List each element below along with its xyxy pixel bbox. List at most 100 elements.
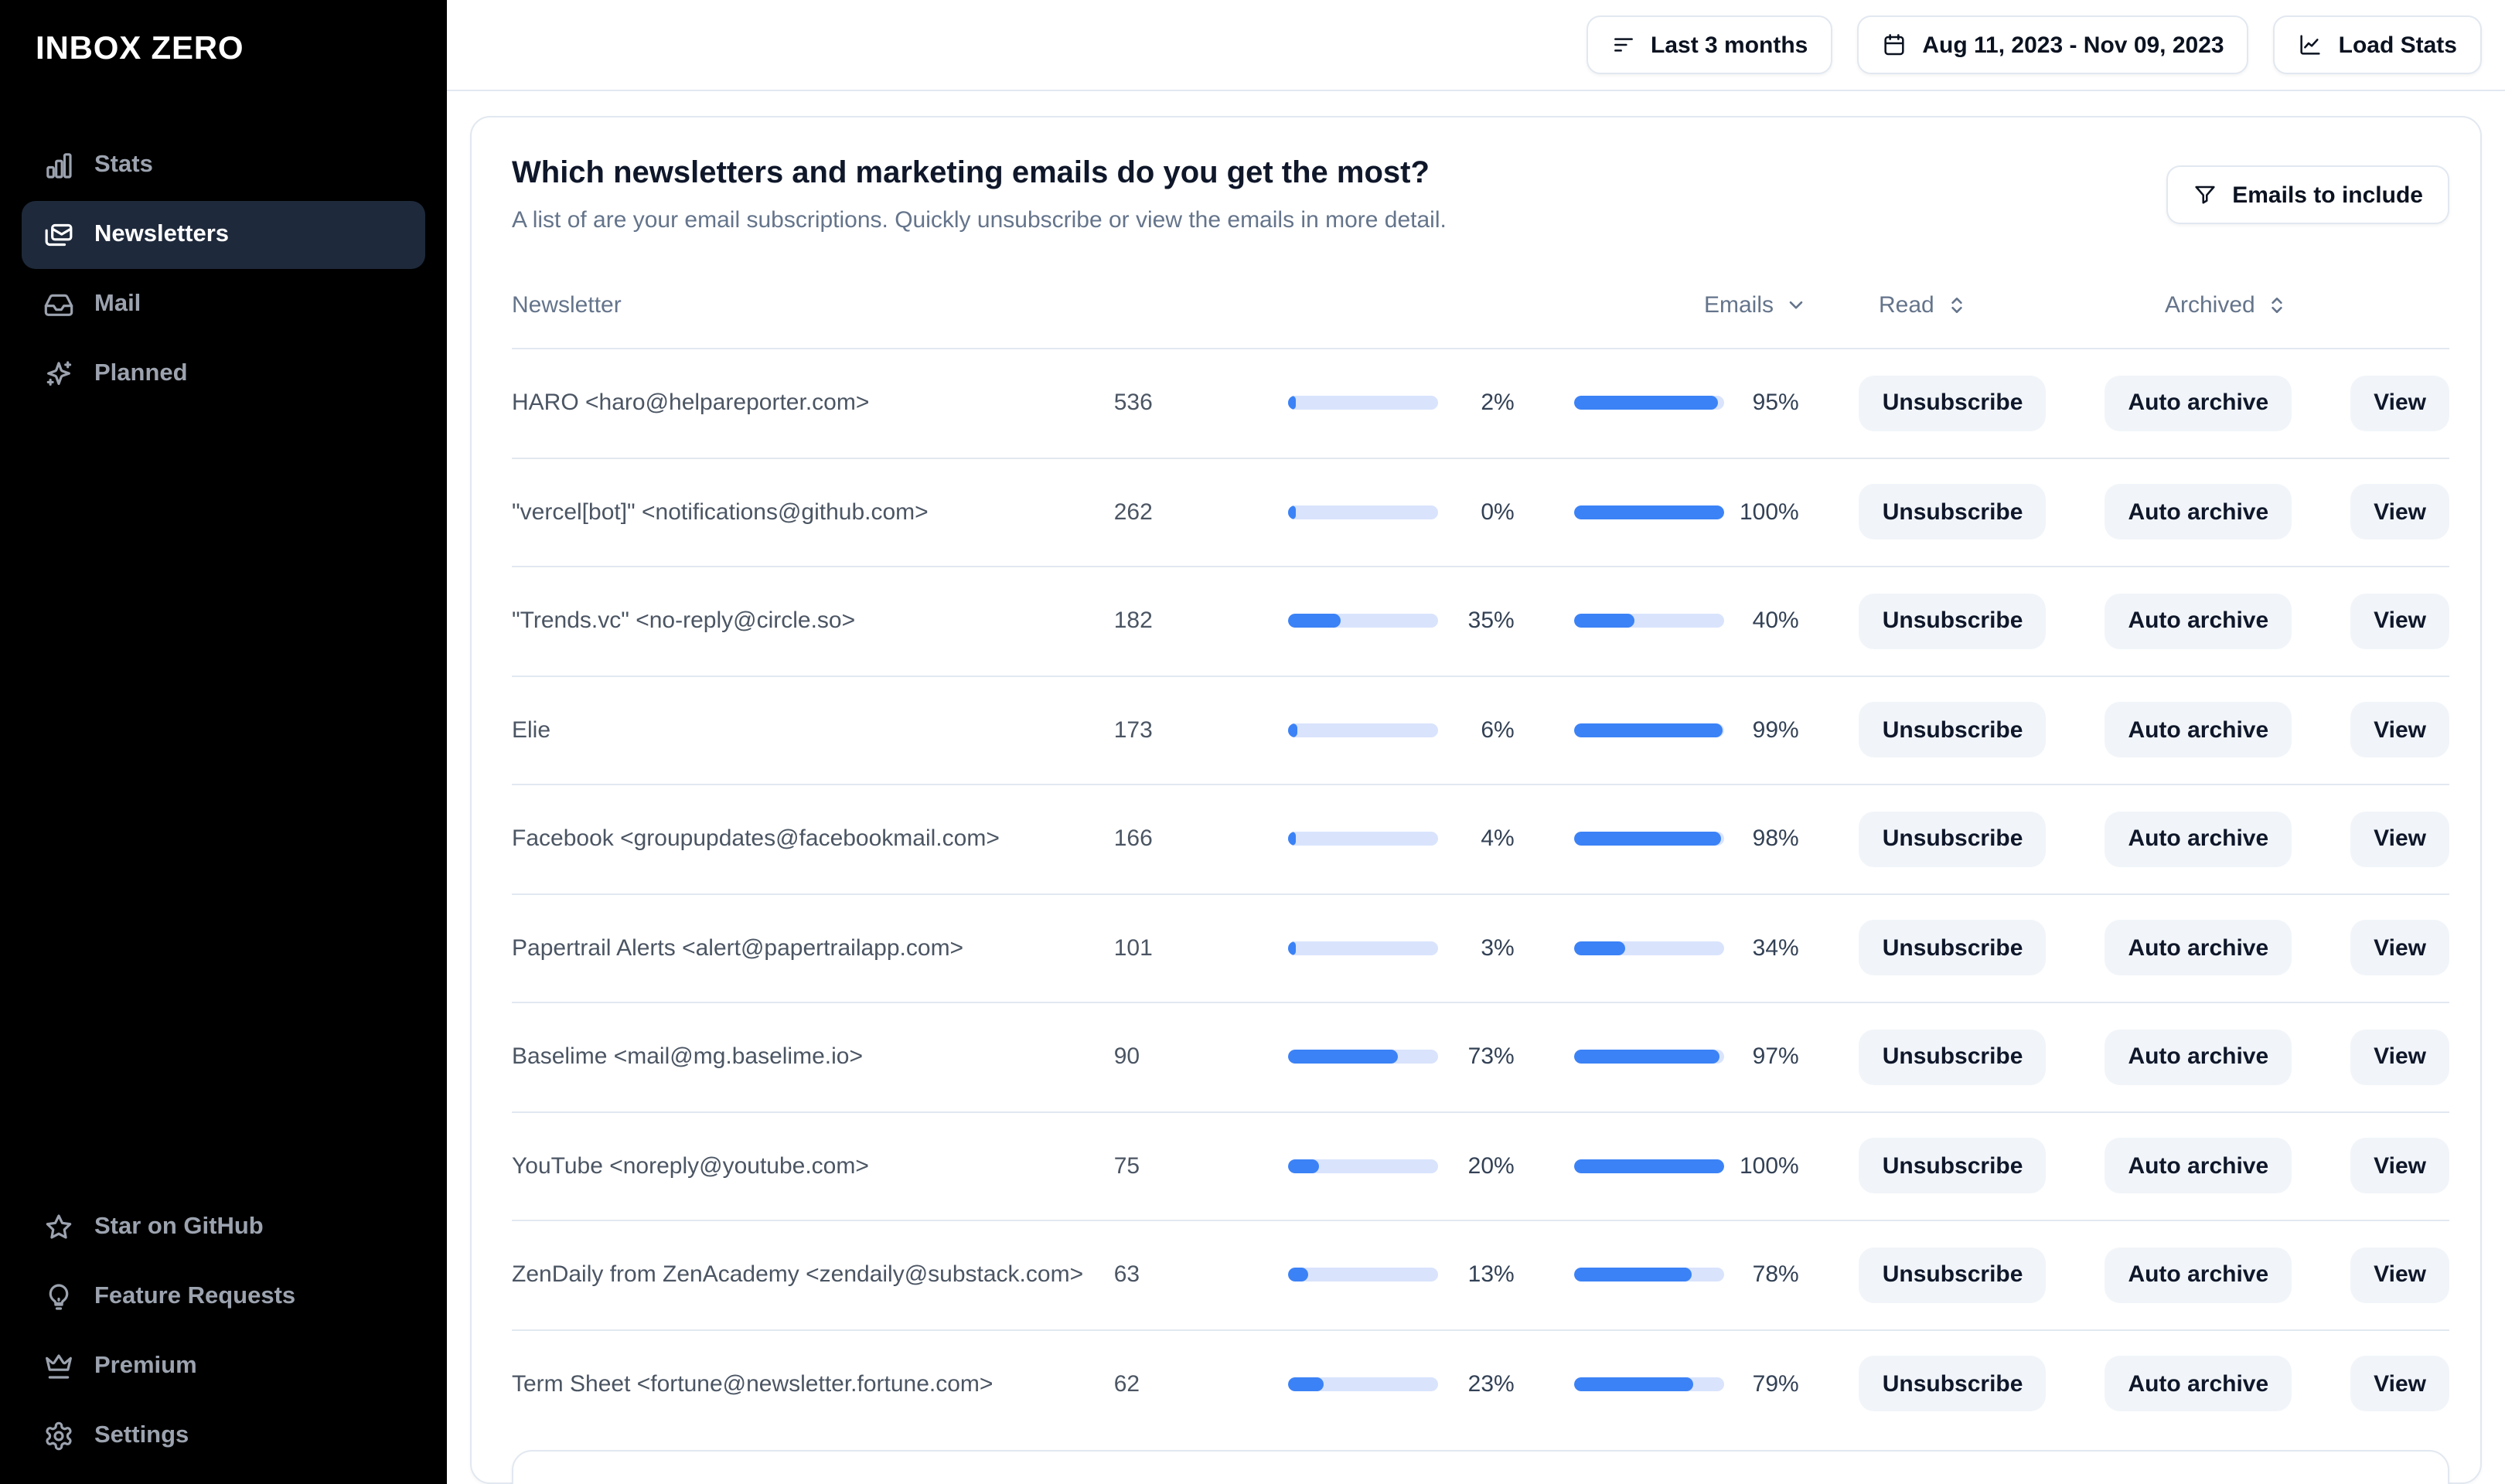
table-row: HARO <haro@helpareporter.com> 536 2% 95% Uns… (512, 348, 2449, 457)
table-row: Elie 173 6% 99% Unsubscribe Auto archive View (512, 675, 2449, 784)
row-actions: Unsubscribe Auto archive View (1859, 1356, 2449, 1412)
unsubscribe-button[interactable]: Unsubscribe (1859, 484, 2047, 540)
view-button[interactable]: View (2350, 811, 2449, 867)
sidebar-item-feature-requests[interactable]: Feature Requests (22, 1263, 425, 1331)
read-progress-bar (1288, 723, 1439, 737)
table-row: ZenDaily from ZenAcademy <zendaily@subst… (512, 1220, 2449, 1329)
read-cell: 6% (1288, 716, 1515, 744)
sidebar-item-label: Newsletters (94, 221, 230, 247)
archived-percent: 78% (1752, 1261, 1799, 1288)
read-percent: 6% (1481, 716, 1515, 744)
read-percent: 3% (1481, 934, 1515, 962)
auto-archive-button[interactable]: Auto archive (2105, 811, 2292, 867)
sidebar-item-label: Mail (94, 291, 141, 317)
table-row: "Trends.vc" <no-reply@circle.so> 182 35% 40… (512, 566, 2449, 675)
read-percent: 20% (1467, 1152, 1515, 1179)
sidebar-item-planned[interactable]: Planned (22, 340, 425, 408)
row-actions: Unsubscribe Auto archive View (1859, 593, 2449, 649)
column-header-read: Read (1879, 291, 2105, 318)
column-header-inner[interactable]: Read (1879, 291, 1967, 318)
unsubscribe-button[interactable]: Unsubscribe (1859, 1247, 2047, 1303)
archived-progress-bar (1574, 1159, 1725, 1173)
unsubscribe-button[interactable]: Unsubscribe (1859, 593, 2047, 649)
view-button[interactable]: View (2350, 1138, 2449, 1194)
view-button[interactable]: View (2350, 702, 2449, 758)
archived-progress-bar (1574, 1268, 1725, 1282)
show-more-button[interactable]: Show more (512, 1450, 2449, 1484)
read-percent: 35% (1467, 608, 1515, 635)
view-button[interactable]: View (2350, 375, 2449, 431)
chevrons-up-down-icon (1947, 294, 1967, 315)
app-logo: INBOX ZERO (36, 31, 244, 66)
panel-header-text: Which newsletters and marketing emails d… (512, 156, 1447, 233)
read-cell: 23% (1288, 1371, 1515, 1397)
archived-cell: 79% (1574, 1371, 1799, 1397)
unsubscribe-button[interactable]: Unsubscribe (1859, 702, 2047, 758)
auto-archive-button[interactable]: Auto archive (2105, 375, 2292, 431)
auto-archive-button[interactable]: Auto archive (2105, 920, 2292, 976)
newsletter-name: Elie (512, 716, 551, 744)
read-progress-bar (1288, 1268, 1439, 1282)
archived-cell: 97% (1574, 1044, 1799, 1070)
sidebar-item-premium[interactable]: Premium (22, 1333, 425, 1401)
auto-archive-button[interactable]: Auto archive (2105, 1356, 2292, 1412)
unsubscribe-button[interactable]: Unsubscribe (1859, 375, 2047, 431)
sidebar-item-label: Star on GitHub (94, 1213, 264, 1240)
auto-archive-button[interactable]: Auto archive (2105, 702, 2292, 758)
unsubscribe-button[interactable]: Unsubscribe (1859, 811, 2047, 867)
emails-to-include-button[interactable]: Emails to include (2166, 165, 2449, 224)
column-label: Emails (1704, 291, 1774, 318)
column-header-inner[interactable]: Emails (1704, 291, 1879, 318)
newsletter-name: Papertrail Alerts <alert@papertrailapp.c… (512, 934, 964, 962)
newsletter-name: HARO <haro@helpareporter.com> (512, 390, 870, 417)
column-header-archived: Archived (2165, 291, 2389, 318)
view-button[interactable]: View (2350, 593, 2449, 649)
auto-archive-button[interactable]: Auto archive (2105, 484, 2292, 540)
archived-percent: 40% (1752, 608, 1799, 635)
newsletter-name: ZenDaily from ZenAcademy <zendaily@subst… (512, 1261, 1084, 1288)
auto-archive-button[interactable]: Auto archive (2105, 1247, 2292, 1303)
unsubscribe-button[interactable]: Unsubscribe (1859, 1356, 2047, 1412)
unsubscribe-button[interactable]: Unsubscribe (1859, 1029, 2047, 1085)
chart-line-icon (2299, 32, 2323, 57)
read-cell: 0% (1288, 499, 1515, 526)
sidebar-nav: Stats Newsletters Mail Planned (0, 130, 447, 410)
funnel-icon (2192, 182, 2217, 207)
column-label: Archived (2165, 291, 2255, 318)
newsletter-name: YouTube <noreply@youtube.com> (512, 1152, 869, 1179)
sidebar-item-settings[interactable]: Settings (22, 1402, 425, 1470)
view-button[interactable]: View (2350, 1029, 2449, 1085)
read-progress-bar (1288, 1377, 1439, 1391)
sidebar-item-newsletters[interactable]: Newsletters (22, 201, 425, 269)
archived-cell: 95% (1574, 390, 1799, 417)
view-button[interactable]: View (2350, 1356, 2449, 1412)
chevron-down-icon (1786, 294, 1806, 315)
read-percent: 73% (1467, 1043, 1515, 1070)
sidebar-item-star-on-github[interactable]: Star on GitHub (22, 1193, 425, 1261)
view-button[interactable]: View (2350, 484, 2449, 540)
archived-percent: 99% (1752, 716, 1799, 744)
auto-archive-button[interactable]: Auto archive (2105, 1029, 2292, 1085)
read-percent: 13% (1467, 1261, 1515, 1288)
load-stats-button[interactable]: Load Stats (2273, 15, 2482, 74)
email-count: 63 (1113, 1261, 1140, 1288)
sidebar-item-label: Feature Requests (94, 1283, 296, 1309)
view-button[interactable]: View (2350, 920, 2449, 976)
read-progress-bar (1288, 832, 1439, 846)
view-button[interactable]: View (2350, 1247, 2449, 1303)
row-actions: Unsubscribe Auto archive View (1859, 920, 2449, 976)
read-percent: 0% (1481, 499, 1515, 526)
email-count: 182 (1113, 608, 1153, 635)
sidebar-item-stats[interactable]: Stats (22, 131, 425, 199)
table-row: YouTube <noreply@youtube.com> 75 20% 100% Un… (512, 1111, 2449, 1220)
unsubscribe-button[interactable]: Unsubscribe (1859, 920, 2047, 976)
column-header-inner[interactable]: Archived (2165, 291, 2288, 318)
date-range-button[interactable]: Aug 11, 2023 - Nov 09, 2023 (1857, 15, 2249, 74)
sidebar-item-label: Premium (94, 1353, 197, 1379)
time-range-button[interactable]: Last 3 months (1586, 15, 1833, 74)
sidebar-item-mail[interactable]: Mail (22, 271, 425, 339)
unsubscribe-button[interactable]: Unsubscribe (1859, 1138, 2047, 1194)
auto-archive-button[interactable]: Auto archive (2105, 593, 2292, 649)
filter-lines-icon (1610, 32, 1635, 57)
auto-archive-button[interactable]: Auto archive (2105, 1138, 2292, 1194)
